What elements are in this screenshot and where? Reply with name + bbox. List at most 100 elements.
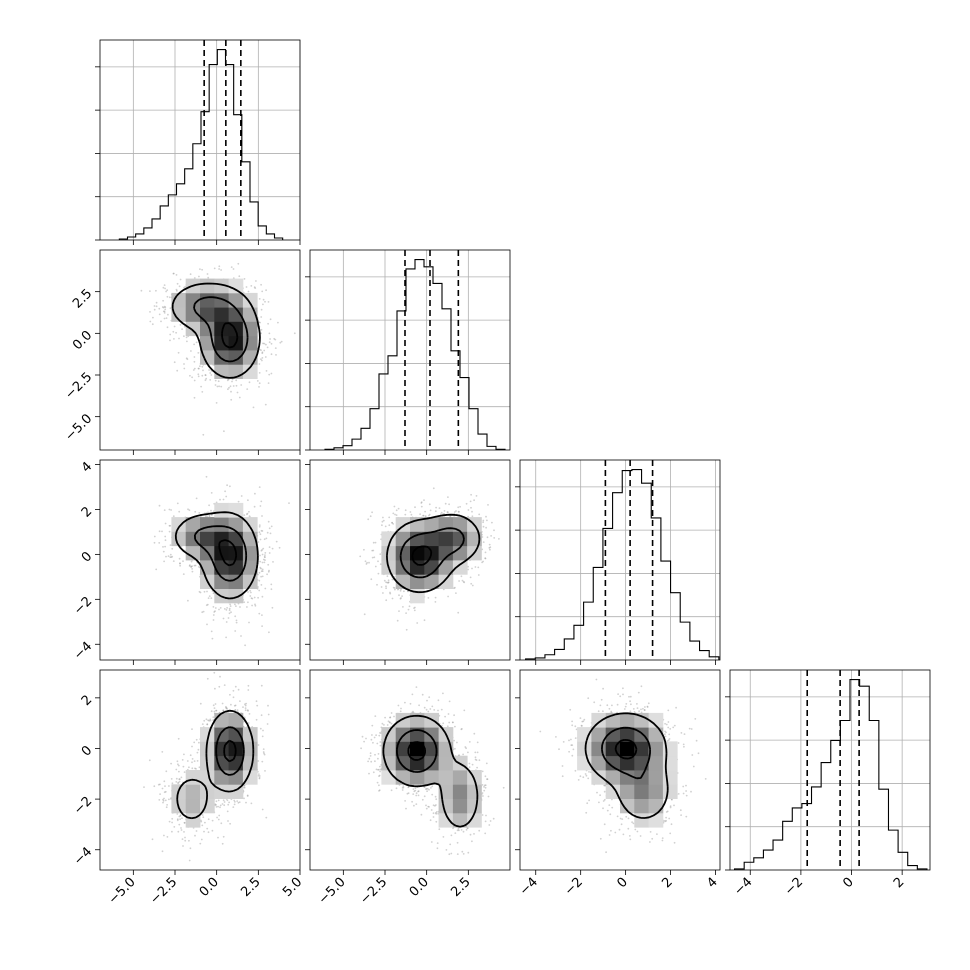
grid-lines <box>520 460 720 660</box>
scatter-point <box>164 539 167 542</box>
scatter-point <box>193 396 196 399</box>
scatter-point <box>263 538 266 541</box>
scatter-point <box>416 622 419 624</box>
grid-lines <box>730 670 930 870</box>
scatter-point <box>179 562 181 565</box>
scatter-point <box>261 570 264 572</box>
density-cell <box>214 517 229 532</box>
scatter-point <box>198 512 201 514</box>
scatter-point <box>258 321 261 324</box>
y-tick-label: −2.5 <box>62 370 95 403</box>
scatter-point <box>206 590 208 593</box>
scatter-point <box>163 317 166 320</box>
scatter-point <box>169 333 172 336</box>
scatter-point <box>222 835 225 838</box>
scatter-point <box>427 597 430 599</box>
scatter-point <box>258 298 261 300</box>
scatter-point <box>261 357 264 359</box>
scatter-point <box>199 702 202 705</box>
scatter-point <box>182 573 185 575</box>
density-cell <box>242 560 258 575</box>
scatter-point <box>177 764 180 767</box>
scatter-point <box>422 514 425 517</box>
density-cell <box>228 278 244 294</box>
scatter-point <box>261 352 264 355</box>
scatter-point <box>226 607 229 609</box>
scatter-point <box>248 510 250 513</box>
scatter-point <box>258 579 261 582</box>
scatter-point <box>458 580 460 582</box>
scatter-point <box>471 567 473 570</box>
scatter-point <box>227 388 229 391</box>
scatter-point <box>428 503 431 506</box>
scatter-point <box>424 515 427 517</box>
scatter-point <box>169 556 172 558</box>
y-tick-label: 0.0 <box>70 328 95 353</box>
scatter-point <box>269 318 272 321</box>
scatter-point <box>169 553 172 556</box>
scatter-point <box>265 289 267 292</box>
scatter-point <box>463 581 466 584</box>
scatter-point <box>162 286 165 289</box>
scatter-point <box>373 556 376 559</box>
scatter-point <box>258 589 261 592</box>
density-cells <box>171 502 258 604</box>
scatter-point <box>199 591 202 594</box>
axes-frame <box>729 669 931 871</box>
scatter-point <box>207 276 210 279</box>
scatter-point <box>217 380 220 383</box>
scatter-point <box>467 515 469 518</box>
scatter-point <box>205 475 208 478</box>
scatter-point <box>259 566 262 569</box>
scatter-point <box>260 316 263 318</box>
scatter-point <box>214 379 217 382</box>
scatter-point <box>386 581 389 584</box>
x-tick-label: 0 <box>840 875 856 891</box>
scatter-point <box>184 285 187 288</box>
scatter-point <box>402 606 404 608</box>
density-cell <box>242 292 258 308</box>
scatter-point <box>271 606 274 609</box>
scatter-point <box>158 504 161 507</box>
scatter-point <box>277 321 279 324</box>
scatter-point <box>227 617 230 619</box>
scatter-point <box>261 614 263 616</box>
scatter-point <box>190 350 192 352</box>
contour-level <box>411 545 433 566</box>
scatter-point <box>428 513 431 516</box>
scatter-point <box>178 337 180 340</box>
scatter-point <box>225 636 228 639</box>
scatter-point <box>247 710 249 712</box>
histogram-panel-0 <box>95 39 301 245</box>
scatter-point <box>183 286 185 289</box>
scatter-point <box>200 385 203 388</box>
scatter-point <box>223 608 226 610</box>
density-cell <box>395 531 411 547</box>
scatter-point <box>256 380 259 382</box>
scatter-point <box>188 509 191 512</box>
scatter-point <box>179 562 181 565</box>
scatter-point <box>271 547 274 550</box>
density-cell <box>200 292 215 308</box>
scatter-point <box>170 509 173 511</box>
scatter-point <box>457 611 460 614</box>
scatter-point <box>229 605 232 607</box>
scatter-point <box>171 547 174 550</box>
scatter-point <box>155 305 158 308</box>
scatter-point <box>267 322 269 325</box>
scatter-point <box>193 356 196 358</box>
scatter-point <box>191 565 194 568</box>
scatter-point <box>193 367 196 370</box>
scatter-point <box>453 511 456 513</box>
scatter-point <box>163 312 166 314</box>
density-cell <box>214 307 229 322</box>
scatter-point <box>486 519 488 522</box>
scatter-point <box>408 605 411 608</box>
scatter-point <box>383 579 386 582</box>
scatter-point <box>389 592 392 595</box>
scatter-point <box>165 317 168 319</box>
scatter-point <box>236 391 239 394</box>
scatter-point <box>261 575 264 578</box>
scatter-point <box>260 308 263 311</box>
contour-level <box>386 513 481 594</box>
